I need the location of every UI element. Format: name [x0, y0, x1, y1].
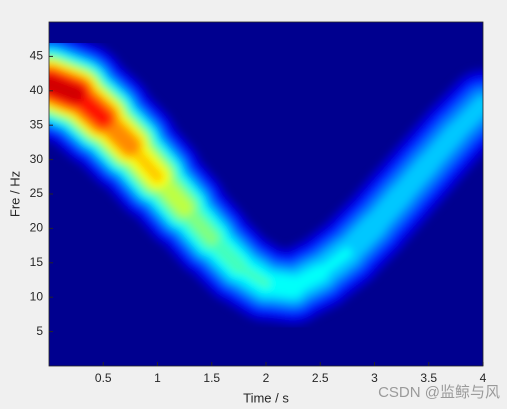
x-tick-label: 4 — [480, 371, 487, 385]
watermark: CSDN @监鲸与风 — [378, 384, 500, 401]
y-tick-label: 30 — [30, 152, 44, 166]
x-tick-label: 2.5 — [312, 371, 329, 385]
y-tick-label: 45 — [30, 49, 44, 63]
y-axis-label: Fre / Hz — [7, 171, 22, 217]
ridge-segment — [447, 95, 483, 141]
x-tick-label: 0.5 — [95, 371, 112, 385]
y-tick-label: 20 — [30, 221, 44, 235]
x-tick-label: 1.5 — [203, 371, 220, 385]
y-tick-label: 5 — [36, 324, 43, 338]
ridge-segment — [285, 265, 329, 295]
x-axis-label: Time / s — [243, 390, 289, 405]
x-tick-label: 2 — [263, 371, 270, 385]
x-tick-label: 1 — [154, 371, 161, 385]
ridge-segment — [315, 247, 353, 278]
y-tick-label: 35 — [30, 117, 44, 131]
y-tick-label: 25 — [30, 186, 44, 200]
ridge-segment — [234, 261, 271, 288]
ridge-segment — [49, 75, 85, 103]
y-tick-label: 40 — [30, 83, 44, 97]
x-tick-label: 3.5 — [420, 371, 437, 385]
heatmap — [49, 29, 483, 325]
y-tick-label: 10 — [30, 289, 44, 303]
y-tick-label: 15 — [30, 255, 44, 269]
x-tick-label: 3 — [371, 371, 378, 385]
